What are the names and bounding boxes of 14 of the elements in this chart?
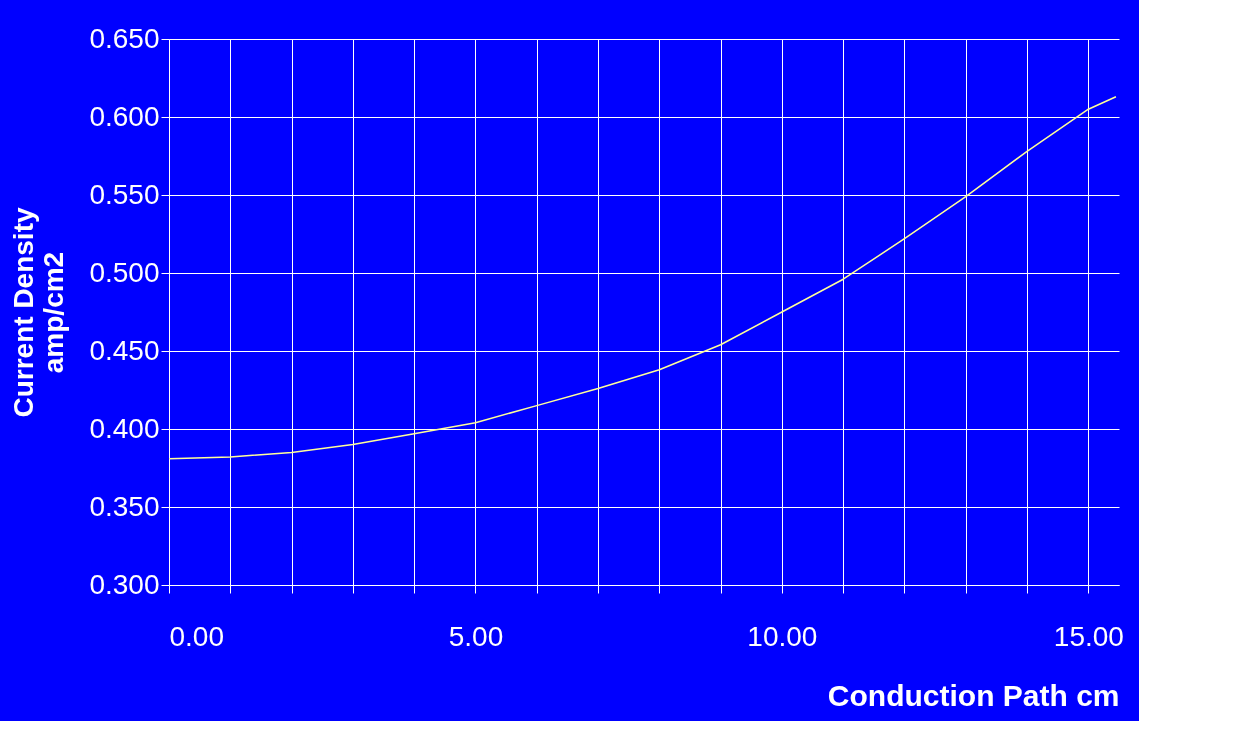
x-axis-title: Conduction Path cm <box>827 678 1120 712</box>
x-tick-label: 5.00 <box>448 620 504 652</box>
y-tick-label: 0.650 <box>89 22 160 54</box>
y-tick-label: 0.400 <box>89 412 160 444</box>
y-tick-label: 0.600 <box>89 100 160 132</box>
x-tick-label: 10.00 <box>747 620 818 652</box>
x-tick-label: 0.00 <box>169 620 224 652</box>
y-tick-label: 0.500 <box>89 256 160 288</box>
y-axis-title: Current Density amp/cm2 <box>8 207 70 418</box>
y-tick-label: 0.450 <box>89 334 160 366</box>
y-tick-label: 0.550 <box>89 178 160 210</box>
x-tick-label: 15.00 <box>1053 620 1124 652</box>
y-tick-label: 0.350 <box>89 490 160 522</box>
y-tick-label: 0.300 <box>89 568 160 600</box>
